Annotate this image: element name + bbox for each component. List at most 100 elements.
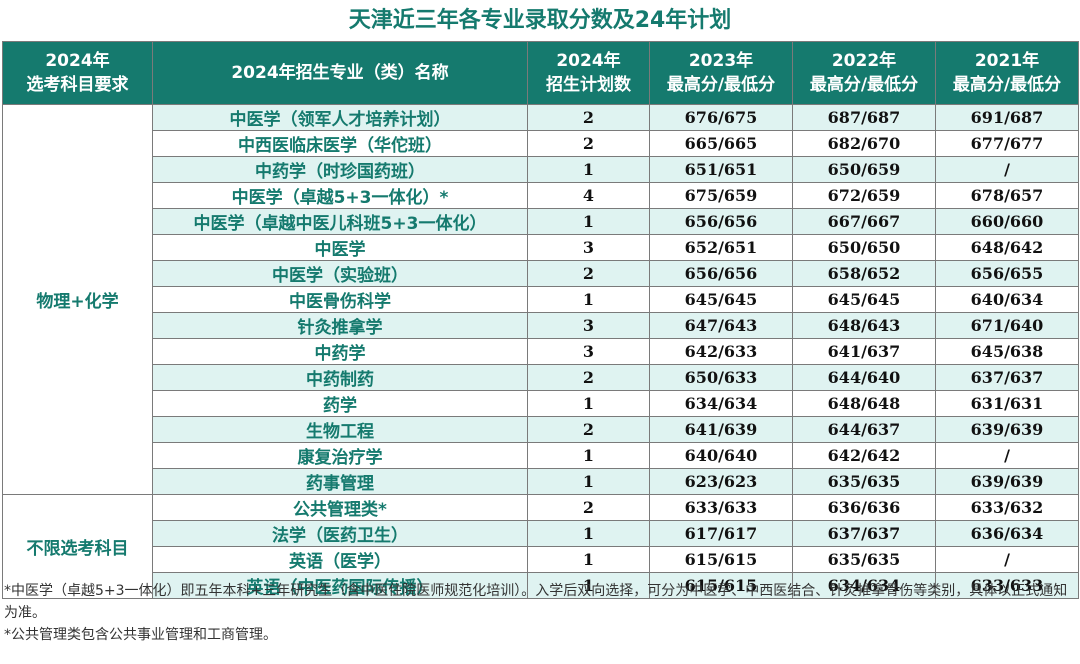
header-subject-line2: 选考科目要求 bbox=[26, 75, 129, 95]
table-row: 药学 1 634/634 648/648 631/631 bbox=[3, 390, 1079, 417]
score-2021-cell: 637/637 bbox=[935, 364, 1079, 391]
header-plan: 2024年 招生计划数 bbox=[527, 41, 650, 105]
score-2022-cell: 644/637 bbox=[792, 416, 936, 443]
table-row: 中医学（实验班） 2 656/656 658/652 656/655 bbox=[3, 260, 1079, 287]
score-2022-cell: 634/634 bbox=[792, 572, 936, 599]
footnote-2: *公共管理类包含公共事业管理和工商管理。 bbox=[4, 627, 277, 643]
footnote-1: *中医学（卓越5+3一体化）即五年本科+三年研究生（含中医住院医师规范化培训）。… bbox=[4, 583, 1068, 621]
page-title: 天津近三年各专业录取分数及24年计划 bbox=[348, 8, 732, 33]
major-name-cell: 药学 bbox=[152, 390, 528, 417]
table-row: 药事管理 1 623/623 635/635 639/639 bbox=[3, 468, 1079, 495]
major-name-cell: 康复治疗学 bbox=[152, 442, 528, 469]
score-2022-cell: 637/637 bbox=[792, 520, 936, 547]
score-2021-cell: 677/677 bbox=[935, 130, 1079, 157]
score-2021-cell: 648/642 bbox=[935, 234, 1079, 261]
table-row: 法学（医药卫生） 1 617/617 637/637 636/634 bbox=[3, 520, 1079, 547]
score-2022-cell: 635/635 bbox=[792, 546, 936, 573]
score-2023-cell: 634/634 bbox=[649, 390, 793, 417]
score-2022-cell: 648/643 bbox=[792, 312, 936, 339]
major-name-cell: 中药学 bbox=[152, 338, 528, 365]
major-name-cell: 中医学（实验班） bbox=[152, 260, 528, 287]
table-row: 针灸推拿学 3 647/643 648/643 671/640 bbox=[3, 312, 1079, 339]
plan-count-cell: 1 bbox=[527, 156, 650, 183]
table-row: 不限选考科目 公共管理类* 2 633/633 636/636 633/632 bbox=[2, 494, 1079, 599]
footnotes: *中医学（卓越5+3一体化）即五年本科+三年研究生（含中医住院医师规范化培训）。… bbox=[4, 580, 1076, 646]
score-2021-cell: 678/657 bbox=[935, 182, 1079, 209]
score-2022-cell: 672/659 bbox=[792, 182, 936, 209]
header-2022-line2: 最高分/最低分 bbox=[809, 75, 919, 95]
table-row: 中医学（卓越中医儿科班5+3一体化） 1 656/656 667/667 660/660 bbox=[3, 208, 1079, 235]
major-name-cell: 中药学（时珍国药班） bbox=[152, 156, 528, 183]
header-2023: 2023年 最高分/最低分 bbox=[649, 41, 793, 105]
table-row: 中药学 3 642/633 641/637 645/638 bbox=[3, 338, 1079, 365]
header-subject-requirement: 2024年 选考科目要求 bbox=[2, 41, 153, 105]
header-subject-line1: 2024年 bbox=[45, 51, 110, 71]
score-2021-cell: 660/660 bbox=[935, 208, 1079, 235]
score-2023-cell: 617/617 bbox=[649, 520, 793, 547]
score-2021-cell: 639/639 bbox=[935, 468, 1079, 495]
plan-count-cell: 1 bbox=[527, 208, 650, 235]
score-2021-cell: 691/687 bbox=[935, 104, 1079, 131]
header-2021-line2: 最高分/最低分 bbox=[952, 75, 1062, 95]
score-2021-cell: 633/633 bbox=[935, 572, 1079, 599]
major-name-cell: 中医学 bbox=[152, 234, 528, 261]
plan-count-cell: 1 bbox=[527, 442, 650, 469]
table-row: 中药制药 2 650/633 644/640 637/637 bbox=[3, 364, 1079, 391]
major-name-cell: 中医学（卓越5+3一体化）* bbox=[152, 182, 528, 209]
subject-group-label: 物理+化学 bbox=[2, 104, 153, 495]
score-2023-cell: 642/633 bbox=[649, 338, 793, 365]
plan-count-cell: 3 bbox=[527, 234, 650, 261]
header-2022-line1: 2022年 bbox=[831, 51, 897, 71]
score-2023-cell: 650/633 bbox=[649, 364, 793, 391]
plan-count-cell: 1 bbox=[527, 286, 650, 313]
major-name-cell: 中医骨伤科学 bbox=[152, 286, 528, 313]
major-name-cell: 公共管理类* bbox=[152, 494, 528, 521]
table-row: 康复治疗学 1 640/640 642/642/ bbox=[3, 442, 1079, 469]
header-2021: 2021年 最高分/最低分 bbox=[935, 41, 1079, 105]
score-2021-cell: 633/632 bbox=[935, 494, 1079, 521]
score-2023-cell: 647/643 bbox=[649, 312, 793, 339]
score-2022-cell: 648/648 bbox=[792, 390, 936, 417]
score-2022-cell: 636/636 bbox=[792, 494, 936, 521]
plan-count-cell: 2 bbox=[527, 260, 650, 287]
score-2022-cell: 650/650 bbox=[792, 234, 936, 261]
plan-count-cell: 1 bbox=[527, 390, 650, 417]
table-row: 英语（医学） 1 615/615 635/635/ bbox=[3, 546, 1079, 573]
score-2021-cell: 631/631 bbox=[935, 390, 1079, 417]
major-name-cell: 针灸推拿学 bbox=[152, 312, 528, 339]
header-row: 2024年 选考科目要求 2024年招生专业（类）名称 2024年 招生计划数 … bbox=[2, 41, 1079, 105]
score-2021-cell: 656/655 bbox=[935, 260, 1079, 287]
score-2022-cell: 645/645 bbox=[792, 286, 936, 313]
score-2023-cell: 665/665 bbox=[649, 130, 793, 157]
score-2022-cell: 667/667 bbox=[792, 208, 936, 235]
major-name-cell: 英语（医学） bbox=[152, 546, 528, 573]
score-2023-cell: 675/659 bbox=[649, 182, 793, 209]
score-2021-cell: 640/634 bbox=[935, 286, 1079, 313]
table-row: 中医骨伤科学 1 645/645 645/645 640/634 bbox=[3, 286, 1079, 313]
score-2021-cell: 671/640 bbox=[935, 312, 1079, 339]
major-name-cell: 中西医临床医学（华佗班） bbox=[152, 130, 528, 157]
score-2022-cell: 650/659 bbox=[792, 156, 936, 183]
score-2021-cell: 636/634 bbox=[935, 520, 1079, 547]
score-2021-cell: 639/639 bbox=[935, 416, 1079, 443]
header-2023-line1: 2023年 bbox=[688, 51, 754, 71]
major-name-cell: 生物工程 bbox=[152, 416, 528, 443]
header-2022: 2022年 最高分/最低分 bbox=[792, 41, 936, 105]
score-2023-cell: 615/615 bbox=[649, 546, 793, 573]
score-2023-cell: 633/633 bbox=[649, 494, 793, 521]
plan-count-cell: 2 bbox=[527, 104, 650, 131]
score-2022-cell: 687/687 bbox=[792, 104, 936, 131]
plan-count-cell: 1 bbox=[527, 520, 650, 547]
score-2022-cell: 658/652 bbox=[792, 260, 936, 287]
major-name-cell: 中医学（卓越中医儿科班5+3一体化） bbox=[152, 208, 528, 235]
score-2023-cell: 640/640 bbox=[649, 442, 793, 469]
score-2022-cell: 641/637 bbox=[792, 338, 936, 365]
score-2023-cell: 623/623 bbox=[649, 468, 793, 495]
header-plan-line2: 招生计划数 bbox=[546, 75, 631, 95]
major-name-cell: 法学（医药卫生） bbox=[152, 520, 528, 547]
plan-count-cell: 1 bbox=[527, 572, 650, 599]
score-2022-cell: 682/670 bbox=[792, 130, 936, 157]
plan-count-cell: 2 bbox=[527, 494, 650, 521]
table-row: 物理+化学 中医学（领军人才培养计划） 2 676/675 687/687 691/687 bbox=[2, 104, 1079, 495]
